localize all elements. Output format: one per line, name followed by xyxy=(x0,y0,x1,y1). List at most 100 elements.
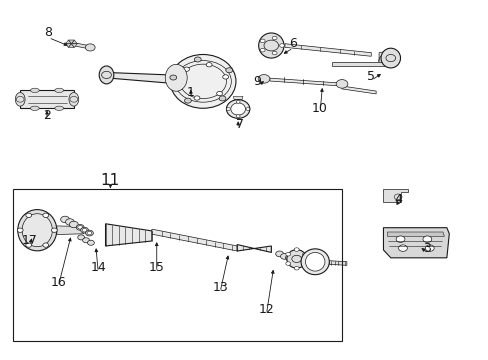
Circle shape xyxy=(219,96,225,101)
Ellipse shape xyxy=(30,88,39,93)
Polygon shape xyxy=(71,44,77,48)
Ellipse shape xyxy=(85,230,93,236)
Circle shape xyxy=(51,228,57,232)
Circle shape xyxy=(236,100,240,103)
Text: 6: 6 xyxy=(289,37,297,50)
Circle shape xyxy=(184,98,191,103)
Circle shape xyxy=(177,84,183,88)
Text: 4: 4 xyxy=(393,193,401,206)
Circle shape xyxy=(279,44,284,47)
Text: 1: 1 xyxy=(186,86,194,99)
Polygon shape xyxy=(68,41,93,50)
Circle shape xyxy=(206,63,212,67)
Circle shape xyxy=(65,219,74,225)
Circle shape xyxy=(422,236,431,242)
Ellipse shape xyxy=(30,106,39,111)
Circle shape xyxy=(85,44,95,51)
Polygon shape xyxy=(71,40,77,44)
Circle shape xyxy=(272,51,277,55)
Ellipse shape xyxy=(301,249,329,275)
Polygon shape xyxy=(285,44,370,56)
Polygon shape xyxy=(57,226,83,234)
Ellipse shape xyxy=(380,48,400,68)
Text: 17: 17 xyxy=(22,234,38,247)
Circle shape xyxy=(395,236,404,242)
Circle shape xyxy=(245,108,249,111)
Ellipse shape xyxy=(18,210,57,251)
Circle shape xyxy=(302,262,307,265)
Text: 8: 8 xyxy=(44,27,52,40)
Circle shape xyxy=(275,251,283,257)
Polygon shape xyxy=(269,78,341,86)
Circle shape xyxy=(194,57,201,62)
Circle shape xyxy=(222,75,228,79)
Circle shape xyxy=(280,253,288,259)
Circle shape xyxy=(335,80,347,88)
Circle shape xyxy=(302,252,307,256)
Text: 7: 7 xyxy=(235,118,243,131)
Text: 5: 5 xyxy=(366,69,374,82)
Ellipse shape xyxy=(15,93,25,106)
Ellipse shape xyxy=(230,103,245,115)
Ellipse shape xyxy=(76,225,84,230)
Ellipse shape xyxy=(81,227,88,233)
Polygon shape xyxy=(378,51,390,65)
Text: 15: 15 xyxy=(148,261,164,274)
Circle shape xyxy=(87,240,94,245)
Ellipse shape xyxy=(286,249,306,268)
Circle shape xyxy=(78,226,82,229)
Circle shape xyxy=(194,96,200,100)
Circle shape xyxy=(398,245,407,251)
Circle shape xyxy=(294,248,299,251)
Ellipse shape xyxy=(69,93,79,106)
Circle shape xyxy=(260,48,264,52)
Bar xyxy=(13,189,341,341)
Ellipse shape xyxy=(305,252,325,271)
Circle shape xyxy=(285,262,290,265)
Polygon shape xyxy=(152,229,237,251)
Polygon shape xyxy=(386,232,444,236)
Circle shape xyxy=(225,68,232,73)
Circle shape xyxy=(425,245,433,251)
Ellipse shape xyxy=(226,100,249,118)
Polygon shape xyxy=(65,40,71,44)
Polygon shape xyxy=(20,90,74,108)
Circle shape xyxy=(260,39,264,43)
Circle shape xyxy=(216,91,222,96)
Ellipse shape xyxy=(99,66,114,84)
Text: 11: 11 xyxy=(101,173,120,188)
Polygon shape xyxy=(68,44,74,48)
Circle shape xyxy=(82,238,89,243)
Text: 14: 14 xyxy=(90,261,106,274)
Polygon shape xyxy=(233,96,243,100)
Circle shape xyxy=(285,255,293,261)
Circle shape xyxy=(26,213,32,217)
Ellipse shape xyxy=(165,64,187,91)
Circle shape xyxy=(78,235,84,240)
Polygon shape xyxy=(65,44,71,48)
Polygon shape xyxy=(105,224,152,246)
Text: 3: 3 xyxy=(423,242,430,255)
Polygon shape xyxy=(68,40,74,44)
Text: 13: 13 xyxy=(212,281,227,294)
Ellipse shape xyxy=(258,33,284,58)
Circle shape xyxy=(69,221,78,228)
Circle shape xyxy=(169,75,176,80)
Circle shape xyxy=(294,266,299,270)
Ellipse shape xyxy=(55,88,63,93)
Circle shape xyxy=(183,67,189,71)
Polygon shape xyxy=(331,62,385,66)
Polygon shape xyxy=(329,261,346,265)
Ellipse shape xyxy=(170,54,236,108)
Text: 9: 9 xyxy=(253,75,261,88)
Circle shape xyxy=(26,243,32,247)
Polygon shape xyxy=(383,228,448,258)
Circle shape xyxy=(272,36,277,40)
Text: 12: 12 xyxy=(258,303,274,316)
Polygon shape xyxy=(341,86,375,94)
Circle shape xyxy=(43,243,49,247)
Text: 16: 16 xyxy=(50,276,66,289)
Circle shape xyxy=(236,115,240,118)
Polygon shape xyxy=(383,189,407,202)
Circle shape xyxy=(17,228,23,232)
